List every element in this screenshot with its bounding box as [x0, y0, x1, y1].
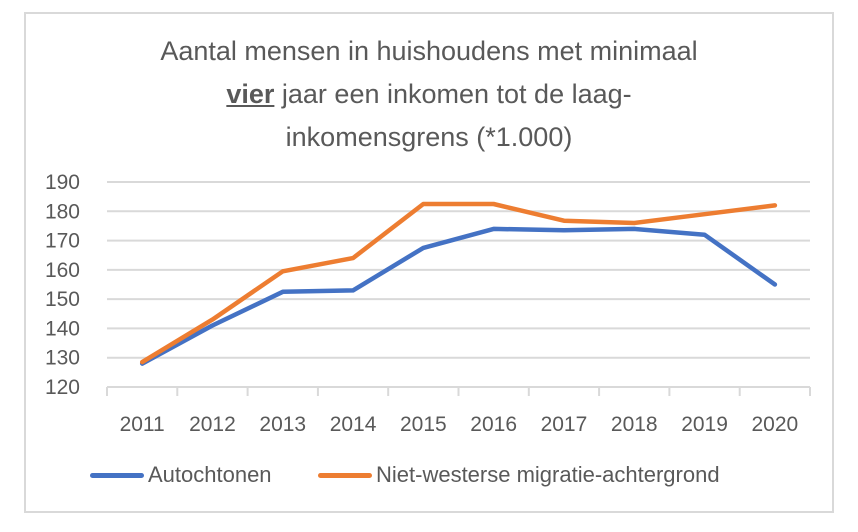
title-line-1: Aantal mensen in huishoudens met minimaa…: [160, 36, 698, 66]
legend-item-niet-westers: Niet-westerse migratie-achtergrond: [318, 462, 720, 488]
x-tick-label: 2015: [400, 413, 447, 436]
series-line-1: [139, 201, 778, 365]
x-tick-label: 2012: [189, 413, 236, 436]
y-tick-label: 180: [45, 200, 80, 223]
series-line-0: [139, 226, 778, 366]
x-tick-label: 2017: [541, 413, 588, 436]
y-tick-label: 150: [45, 288, 80, 311]
x-tick-label: 2014: [330, 413, 377, 436]
legend-label-niet-westers: Niet-westerse migratie-achtergrond: [376, 462, 720, 487]
legend-swatch-autochtonen: [90, 472, 144, 478]
x-tick-label: 2019: [681, 413, 728, 436]
y-tick-label: 190: [45, 171, 80, 194]
x-tick-label: 2018: [611, 413, 658, 436]
chart-frame: [24, 12, 834, 513]
title-line-3: inkomensgrens (*1.000): [285, 122, 573, 152]
legend-label-autochtonen: Autochtonen: [148, 462, 272, 487]
legend-item-autochtonen: Autochtonen: [90, 462, 272, 488]
y-tick-label: 140: [45, 317, 80, 340]
legend-swatch-niet-westers: [318, 472, 372, 478]
x-tick-label: 2011: [120, 413, 165, 436]
y-tick-label: 130: [45, 347, 80, 370]
x-tick-label: 2020: [751, 413, 798, 436]
chart-title: Aantal mensen in huishoudens met minimaa…: [24, 30, 834, 159]
legend: Autochtonen Niet-westerse migratie-achte…: [0, 462, 858, 492]
x-tick-label: 2016: [470, 413, 517, 436]
x-tick-label: 2013: [259, 413, 306, 436]
title-line-2: jaar een inkomen tot de laag-: [281, 79, 632, 109]
y-tick-label: 120: [45, 376, 80, 399]
y-tick-label: 170: [45, 230, 80, 253]
title-emphasis: vier: [226, 79, 275, 109]
y-tick-label: 160: [45, 259, 80, 282]
